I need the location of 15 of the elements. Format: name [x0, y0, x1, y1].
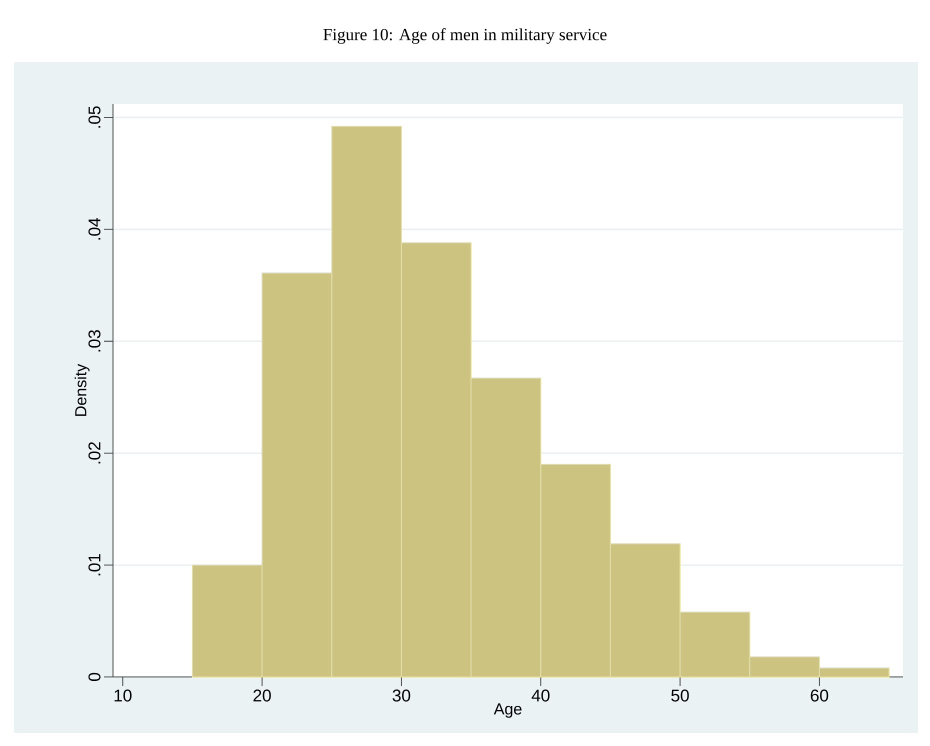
y-tick-label: 0	[88, 672, 100, 682]
y-tick-label: .04	[88, 218, 100, 240]
x-tick-label: 60	[810, 690, 828, 702]
y-tick-label: .05	[88, 106, 100, 128]
x-tick-label: 20	[253, 690, 271, 702]
x-axis-title: Age	[494, 703, 522, 718]
y-tick-label: .02	[88, 442, 100, 464]
x-tick-label: 30	[392, 690, 410, 702]
x-tick-label: 40	[532, 690, 550, 702]
chart-title: Figure 10: Age of men in military service	[323, 28, 607, 44]
y-axis-title: Density	[74, 364, 90, 416]
x-tick-label: 50	[671, 690, 689, 702]
y-tick-label: .03	[88, 330, 100, 352]
x-tick-label: 10	[114, 690, 132, 702]
y-tick-label: .01	[88, 554, 100, 576]
